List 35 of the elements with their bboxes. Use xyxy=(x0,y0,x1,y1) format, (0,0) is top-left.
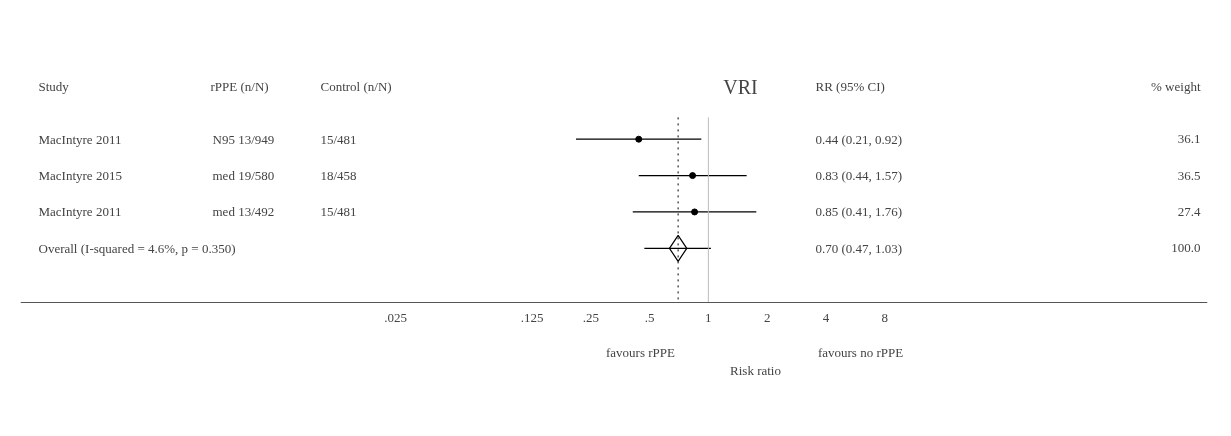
annotation: med 13/492 xyxy=(212,204,275,220)
x-tick-label: 1 xyxy=(705,309,712,325)
annotation: 27.4 xyxy=(1177,203,1201,219)
y-tick-label: MacIntyre 2011 xyxy=(38,131,122,147)
text: Control (n/N) xyxy=(320,79,392,95)
text: rPPE (n/N) xyxy=(210,79,269,95)
annotation: 0.85 (0.41, 1.76) xyxy=(815,204,903,220)
x-tick-label: .125 xyxy=(520,309,544,325)
annotation: med 19/580 xyxy=(212,168,275,184)
x-tick-label: 2 xyxy=(763,309,771,325)
annotation: 18/458 xyxy=(320,168,357,184)
annotation: 36.5 xyxy=(1177,167,1201,183)
annotation: 36.1 xyxy=(1177,131,1201,147)
text: Study xyxy=(38,79,70,95)
x-tick-label: .025 xyxy=(384,309,407,325)
chart-title: VRI xyxy=(723,75,758,98)
text: favours no rPPE xyxy=(817,344,904,360)
text: RR (95% CI) xyxy=(815,79,885,95)
annotation: 0.44 (0.21, 0.92) xyxy=(815,131,903,147)
annotation: 15/481 xyxy=(320,204,357,220)
x-tick-label: .25 xyxy=(582,309,599,325)
text: favours rPPE xyxy=(606,344,676,360)
annotation: 0.83 (0.44, 1.57) xyxy=(815,168,903,184)
annotation: 15/481 xyxy=(320,131,357,147)
text: % weight xyxy=(1151,79,1201,95)
y-tick-label: MacIntyre 2011 xyxy=(38,204,122,220)
x-tick-label: .5 xyxy=(644,309,655,325)
annotation: 100.0 xyxy=(1171,240,1201,256)
y-tick-label: Overall (I-squared = 4.6%, p = 0.350) xyxy=(38,240,236,256)
annotation: N95 13/949 xyxy=(212,131,275,147)
annotation: 0.70 (0.47, 1.03) xyxy=(815,240,903,256)
y-tick-label: MacIntyre 2015 xyxy=(38,168,122,184)
x-tick-label: 8 xyxy=(881,309,888,325)
x-axis-title: Risk ratio xyxy=(730,362,781,378)
x-tick-label: 4 xyxy=(822,309,830,325)
